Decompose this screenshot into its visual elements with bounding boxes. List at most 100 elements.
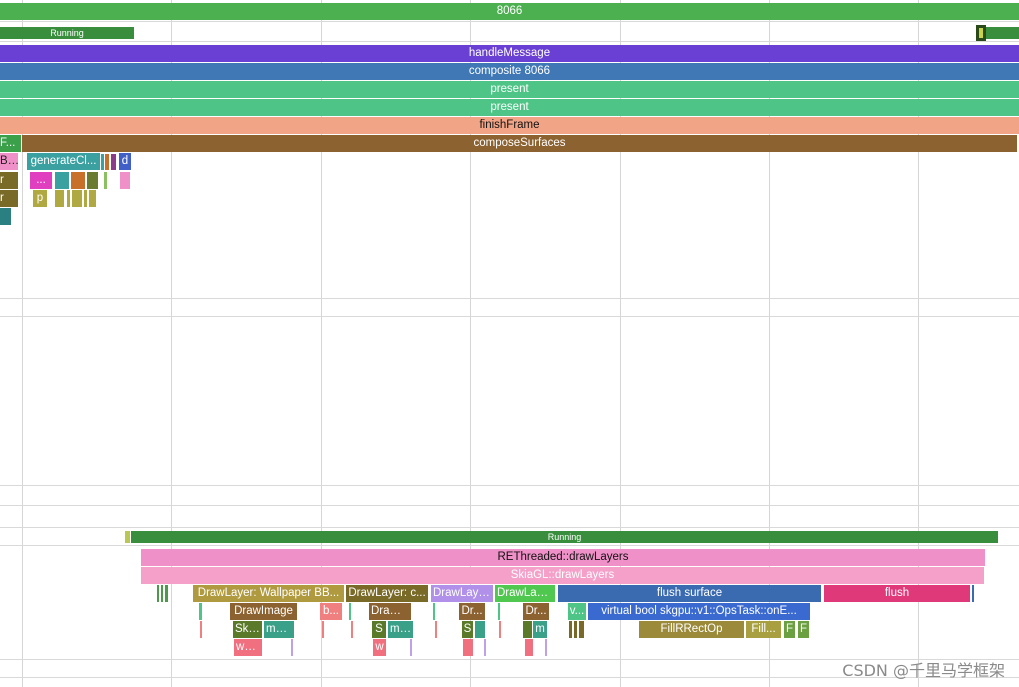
- slice-f-2[interactable]: F: [798, 621, 809, 638]
- slice-fill-rrect-op[interactable]: FillRRectOp: [639, 621, 744, 638]
- thread-state-runnable[interactable]: [125, 531, 130, 543]
- slice-s-1[interactable]: S: [372, 621, 386, 638]
- thread-state-running-2[interactable]: [986, 27, 1019, 39]
- small-slice[interactable]: [120, 172, 130, 189]
- small-slice[interactable]: [55, 190, 64, 207]
- thin-slice[interactable]: [157, 585, 159, 602]
- thin-slice[interactable]: [105, 154, 109, 170]
- process-slice-8066[interactable]: 8066: [0, 3, 1019, 20]
- grid-line: [620, 0, 621, 687]
- small-slice[interactable]: [55, 172, 69, 189]
- slice-skiagl-draw-layers[interactable]: SkiaGL::drawLayers: [141, 567, 984, 584]
- thin-slice[interactable]: [972, 585, 974, 602]
- thin-slice[interactable]: [349, 603, 351, 620]
- slice-finish-frame[interactable]: finishFrame: [0, 117, 1019, 134]
- slice-v[interactable]: v...: [568, 603, 586, 620]
- slice-b[interactable]: b...: [320, 603, 342, 620]
- thin-slice[interactable]: [322, 621, 324, 638]
- thin-slice[interactable]: [104, 172, 107, 189]
- slice-ma[interactable]: ma...: [388, 621, 413, 638]
- thin-slice[interactable]: [433, 603, 435, 620]
- grid-line: [171, 0, 172, 687]
- slice-draw-layer-4[interactable]: DrawLaye...: [495, 585, 555, 602]
- thin-slice[interactable]: [569, 621, 572, 638]
- slice-truncated-bu[interactable]: Bu...: [0, 153, 18, 170]
- re-thread-state-running[interactable]: Running: [131, 531, 998, 543]
- slice-w[interactable]: w: [373, 639, 386, 656]
- track-divider: [0, 505, 1019, 506]
- slice-draw-layer-c[interactable]: DrawLayer: c...: [346, 585, 428, 602]
- slice-composite[interactable]: composite 8066: [0, 63, 1019, 80]
- small-slice[interactable]: [525, 639, 533, 656]
- slice-generate[interactable]: generateCl...: [27, 153, 100, 170]
- slice-truncated-r[interactable]: r: [0, 172, 18, 189]
- slice-dr-1[interactable]: Dr...: [459, 603, 485, 620]
- thin-slice[interactable]: [499, 621, 501, 638]
- small-slice[interactable]: [463, 639, 473, 656]
- track-divider: [0, 41, 1019, 42]
- thin-slice[interactable]: [484, 639, 486, 656]
- thin-slice[interactable]: [435, 621, 437, 638]
- slice-flush-surface[interactable]: flush surface: [558, 585, 821, 602]
- small-slice[interactable]: [71, 172, 85, 189]
- slice-compose-surfaces[interactable]: composeSurfaces: [22, 135, 1017, 152]
- grid-line: [769, 0, 770, 687]
- grid-line: [22, 0, 23, 687]
- thin-slice[interactable]: [410, 639, 412, 656]
- slice-truncated-r-2[interactable]: r: [0, 190, 18, 207]
- slice-present[interactable]: present: [0, 81, 1019, 98]
- thin-slice[interactable]: [111, 154, 116, 170]
- slice-ski[interactable]: Ski...: [233, 621, 262, 638]
- track-divider: [0, 527, 1019, 528]
- thin-slice[interactable]: [101, 154, 104, 170]
- thin-slice[interactable]: [161, 585, 163, 602]
- slice-f-1[interactable]: F: [784, 621, 795, 638]
- watermark: CSDN @千里马学框架: [842, 661, 1005, 680]
- slice-draw-layer-wallpaper[interactable]: DrawLayer: Wallpaper BB...: [193, 585, 344, 602]
- thread-state-running[interactable]: Running: [0, 27, 134, 39]
- slice-p[interactable]: p: [33, 190, 47, 207]
- thin-slice[interactable]: [165, 585, 168, 602]
- track-divider: [0, 316, 1019, 317]
- thin-slice[interactable]: [351, 621, 353, 638]
- small-slice[interactable]: [72, 190, 82, 207]
- grid-line: [321, 0, 322, 687]
- slice-fill[interactable]: Fill...: [746, 621, 781, 638]
- thin-slice[interactable]: [545, 639, 547, 656]
- grid-line: [470, 0, 471, 687]
- thin-slice[interactable]: [200, 621, 202, 638]
- slice-dr-2[interactable]: Dr...: [523, 603, 549, 620]
- slice-handle-message[interactable]: handleMessage: [0, 45, 1019, 62]
- slice-wa[interactable]: wa...: [234, 639, 262, 656]
- thin-slice[interactable]: [579, 621, 584, 638]
- slice-re-threaded-draw-layers[interactable]: REThreaded::drawLayers: [141, 549, 985, 566]
- track-divider: [0, 298, 1019, 299]
- slice-mak[interactable]: mak...: [264, 621, 294, 638]
- small-slice[interactable]: [0, 208, 11, 225]
- slice-draw-i[interactable]: DrawI...: [369, 603, 411, 620]
- slice-m[interactable]: m: [533, 621, 547, 638]
- slice-draw-layer-3[interactable]: DrawLaye...: [431, 585, 493, 602]
- slice-s-2[interactable]: S: [462, 621, 473, 638]
- slice-flush[interactable]: flush: [824, 585, 970, 602]
- small-slice[interactable]: [89, 190, 96, 207]
- slice-draw-image[interactable]: DrawImage: [230, 603, 297, 620]
- track-divider: [0, 21, 1019, 22]
- thin-slice[interactable]: [84, 190, 87, 207]
- slice-truncated-f[interactable]: F...: [0, 135, 21, 152]
- thin-slice[interactable]: [291, 639, 293, 656]
- small-slice[interactable]: [523, 621, 532, 638]
- slice-d[interactable]: d: [119, 153, 131, 170]
- slice-ops-task[interactable]: virtual bool skgpu::v1::OpsTask::onE...: [588, 603, 810, 620]
- thin-slice[interactable]: [67, 190, 70, 207]
- thin-slice[interactable]: [199, 603, 202, 620]
- small-slice[interactable]: [475, 621, 485, 638]
- thin-slice[interactable]: [498, 603, 500, 620]
- small-slice[interactable]: [87, 172, 98, 189]
- track-divider: [0, 677, 1019, 678]
- grid-line: [918, 0, 919, 687]
- slice-dots[interactable]: ...: [30, 172, 52, 189]
- thin-slice[interactable]: [574, 621, 577, 638]
- track-divider: [0, 545, 1019, 546]
- slice-present-inner[interactable]: present: [0, 99, 1019, 116]
